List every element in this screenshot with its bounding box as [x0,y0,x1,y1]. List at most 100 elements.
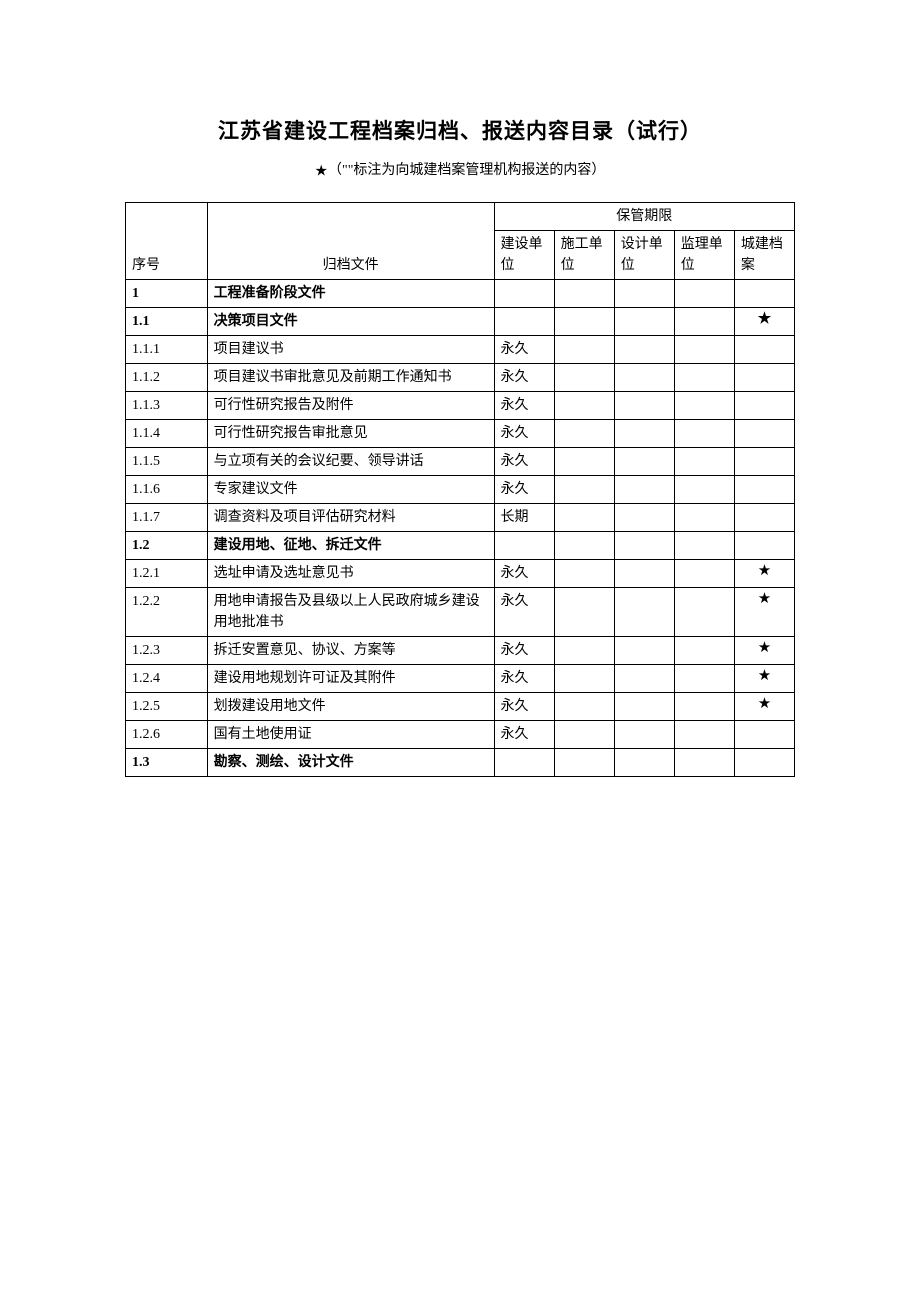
cell-unit-3 [614,364,674,392]
subtitle-prefix: （" [328,163,348,178]
cell-unit-2 [554,637,614,665]
cell-unit-1: 永久 [494,336,554,364]
table-row: 1.1.1项目建议书永久 [126,336,795,364]
cell-unit-2 [554,532,614,560]
cell-file: 决策项目文件 [207,308,494,336]
cell-unit-1 [494,280,554,308]
cell-seq: 1.2.4 [126,665,208,693]
table-row: 1.2.6国有土地使用证永久 [126,721,795,749]
cell-seq: 1.2.1 [126,560,208,588]
header-file: 归档文件 [207,203,494,280]
cell-unit-2 [554,504,614,532]
cell-file: 用地申请报告及县级以上人民政府城乡建设用地批准书 [207,588,494,637]
cell-unit-1 [494,532,554,560]
cell-unit-1: 永久 [494,560,554,588]
cell-unit-1: 永久 [494,448,554,476]
cell-unit-5 [734,532,794,560]
table-row: 1工程准备阶段文件 [126,280,795,308]
cell-unit-3 [614,392,674,420]
cell-file: 项目建议书审批意见及前期工作通知书 [207,364,494,392]
table-row: 1.1.3可行性研究报告及附件永久 [126,392,795,420]
cell-seq: 1.3 [126,749,208,777]
cell-unit-2 [554,693,614,721]
cell-unit-2 [554,721,614,749]
cell-unit-1: 永久 [494,476,554,504]
cell-seq: 1.2.3 [126,637,208,665]
cell-unit-1: 永久 [494,693,554,721]
cell-unit-4 [674,665,734,693]
cell-seq: 1 [126,280,208,308]
cell-seq: 1.1.1 [126,336,208,364]
cell-unit-5: ★ [734,665,794,693]
cell-unit-3 [614,588,674,637]
header-period-group: 保管期限 [494,203,794,231]
cell-unit-2 [554,448,614,476]
cell-unit-4 [674,637,734,665]
cell-file: 可行性研究报告及附件 [207,392,494,420]
star-icon: ★ [315,163,328,179]
cell-file: 项目建议书 [207,336,494,364]
cell-unit-3 [614,532,674,560]
table-row: 1.2.5划拨建设用地文件永久★ [126,693,795,721]
cell-unit-4 [674,392,734,420]
cell-unit-2 [554,665,614,693]
header-seq: 序号 [126,203,208,280]
cell-unit-5 [734,336,794,364]
table-row: 1.2.4建设用地规划许可证及其附件永久★ [126,665,795,693]
cell-unit-1: 永久 [494,665,554,693]
cell-unit-3 [614,280,674,308]
table-row: 1.1决策项目文件★ [126,308,795,336]
cell-file: 选址申请及选址意见书 [207,560,494,588]
cell-file: 国有土地使用证 [207,721,494,749]
cell-file: 拆迁安置意见、协议、方案等 [207,637,494,665]
cell-file: 划拨建设用地文件 [207,693,494,721]
cell-unit-4 [674,420,734,448]
cell-unit-5: ★ [734,560,794,588]
cell-unit-3 [614,308,674,336]
cell-seq: 1.2 [126,532,208,560]
cell-unit-5: ★ [734,693,794,721]
cell-file: 调查资料及项目评估研究材料 [207,504,494,532]
cell-seq: 1.1.4 [126,420,208,448]
cell-file: 与立项有关的会议纪要、领导讲话 [207,448,494,476]
cell-unit-2 [554,588,614,637]
cell-unit-4 [674,749,734,777]
cell-unit-5: ★ [734,308,794,336]
cell-seq: 1.1.5 [126,448,208,476]
table-row: 1.2建设用地、征地、拆迁文件 [126,532,795,560]
cell-unit-3 [614,504,674,532]
cell-unit-1: 永久 [494,637,554,665]
cell-unit-3 [614,448,674,476]
cell-unit-3 [614,476,674,504]
cell-unit-5 [734,749,794,777]
header-col1: 建设单位 [494,231,554,280]
cell-unit-1: 永久 [494,588,554,637]
cell-unit-3 [614,721,674,749]
cell-unit-2 [554,420,614,448]
table-row: 1.2.3拆迁安置意见、协议、方案等永久★ [126,637,795,665]
table-row: 1.3勘察、测绘、设计文件 [126,749,795,777]
cell-unit-2 [554,560,614,588]
cell-unit-1 [494,749,554,777]
table-body: 1工程准备阶段文件1.1决策项目文件★1.1.1项目建议书永久1.1.2项目建议… [126,280,795,777]
subtitle-text: "标注为向城建档案管理机构报送的内容） [348,163,606,178]
cell-unit-2 [554,476,614,504]
header-row-1: 序号 归档文件 保管期限 [126,203,795,231]
cell-unit-4 [674,308,734,336]
cell-unit-3 [614,336,674,364]
cell-unit-1: 永久 [494,364,554,392]
cell-unit-3 [614,749,674,777]
cell-unit-1: 长期 [494,504,554,532]
cell-unit-5 [734,420,794,448]
cell-unit-5 [734,504,794,532]
header-col4: 监理单位 [674,231,734,280]
table-row: 1.1.2项目建议书审批意见及前期工作通知书永久 [126,364,795,392]
table-row: 1.2.2用地申请报告及县级以上人民政府城乡建设用地批准书永久★ [126,588,795,637]
cell-unit-5 [734,721,794,749]
cell-unit-4 [674,476,734,504]
cell-unit-5: ★ [734,588,794,637]
cell-unit-4 [674,448,734,476]
cell-unit-5 [734,476,794,504]
cell-seq: 1.1.6 [126,476,208,504]
cell-unit-4 [674,364,734,392]
